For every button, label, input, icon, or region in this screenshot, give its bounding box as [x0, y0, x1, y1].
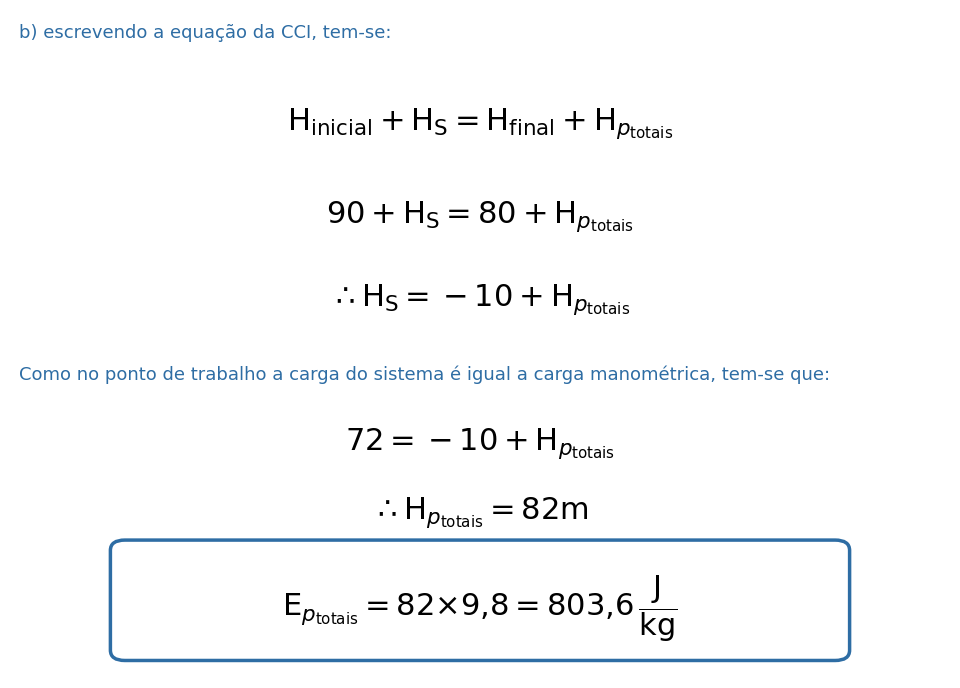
Text: $72=-10+\mathrm{H}_{p_{\mathrm{totais}}}$: $72=-10+\mathrm{H}_{p_{\mathrm{totais}}}…: [345, 427, 615, 461]
Text: b) escrevendo a equação da CCI, tem-se:: b) escrevendo a equação da CCI, tem-se:: [19, 24, 392, 42]
Text: $\therefore\mathrm{H}_{p_{\mathrm{totais}}}=82\mathrm{m}$: $\therefore\mathrm{H}_{p_{\mathrm{totais…: [372, 495, 588, 530]
Text: Como no ponto de trabalho a carga do sistema é igual a carga manométrica, tem-se: Como no ponto de trabalho a carga do sis…: [19, 366, 830, 384]
Text: $90+\mathrm{H}_{\mathrm{S}}=80+\mathrm{H}_{p_{\mathrm{totais}}}$: $90+\mathrm{H}_{\mathrm{S}}=80+\mathrm{H…: [326, 200, 634, 234]
FancyBboxPatch shape: [110, 540, 850, 660]
Text: $\therefore\mathrm{H}_{\mathrm{S}}=-10+\mathrm{H}_{p_{\mathrm{totais}}}$: $\therefore\mathrm{H}_{\mathrm{S}}=-10+\…: [330, 282, 630, 316]
Text: $\mathrm{E}_{p_{\mathrm{totais}}}=82{\times}9{,}8=803{,}6\,\dfrac{\mathrm{J}}{\m: $\mathrm{E}_{p_{\mathrm{totais}}}=82{\ti…: [282, 574, 678, 644]
Text: $\mathrm{H}_{\mathrm{inicial}}+\mathrm{H}_{\mathrm{S}}=\mathrm{H}_{\mathrm{final: $\mathrm{H}_{\mathrm{inicial}}+\mathrm{H…: [287, 107, 673, 141]
